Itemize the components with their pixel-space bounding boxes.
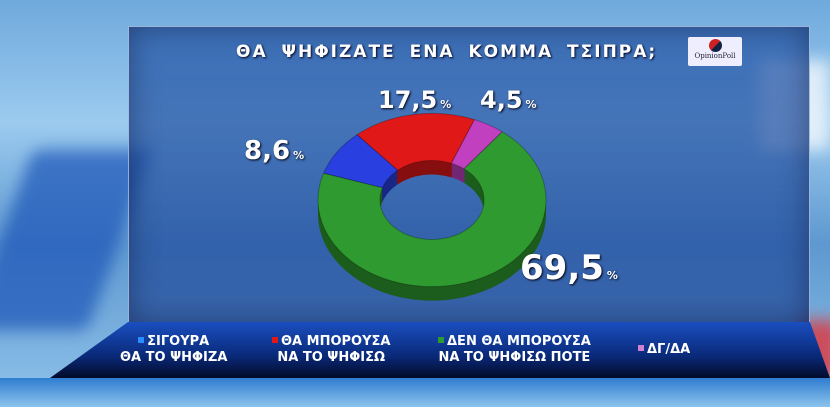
legend-swatch [638, 345, 644, 351]
slice-1 [356, 112, 476, 171]
slice-3 [317, 131, 547, 288]
legend-item-1: ΘΑ ΜΠΟΡΟΥΣΑ ΝΑ ΤΟ ΨΗΦΙΣΩ [272, 334, 390, 366]
value-label-1: 17,5% [378, 86, 452, 114]
slice-0 [322, 134, 399, 189]
chart-title: ΘΑ ΨΗΦΙΖΑΤΕ ΕΝΑ ΚΟΜΜΑ ΤΣΙΠΡΑ; [236, 42, 658, 62]
legend-swatch [138, 337, 145, 343]
legend-swatch [438, 337, 444, 343]
value-label-2: 4,5% [480, 86, 537, 114]
legend-bar [50, 322, 830, 378]
slice-2 [450, 118, 504, 170]
value-label-0: 8,6% [244, 136, 305, 166]
legend-swatch [272, 337, 278, 343]
opinionpoll-logo: OpinionPoll [688, 37, 742, 66]
value-label-3: 69,5% [520, 248, 618, 288]
legend-item-3: ΔΕΝ ΘΑ ΜΠΟΡΟΥΣΑ ΝΑ ΤΟ ΨΗΦΙΣΩ ΠΟΤΕ [438, 334, 591, 365]
legend-item-0: ΣΙΓΟΥΡΑ ΘΑ ΤΟ ΨΗΦΙΖΑ [120, 334, 228, 365]
legend-item-2: ΔΓ/ΔΑ [638, 342, 690, 358]
bottom-strip [0, 378, 830, 407]
